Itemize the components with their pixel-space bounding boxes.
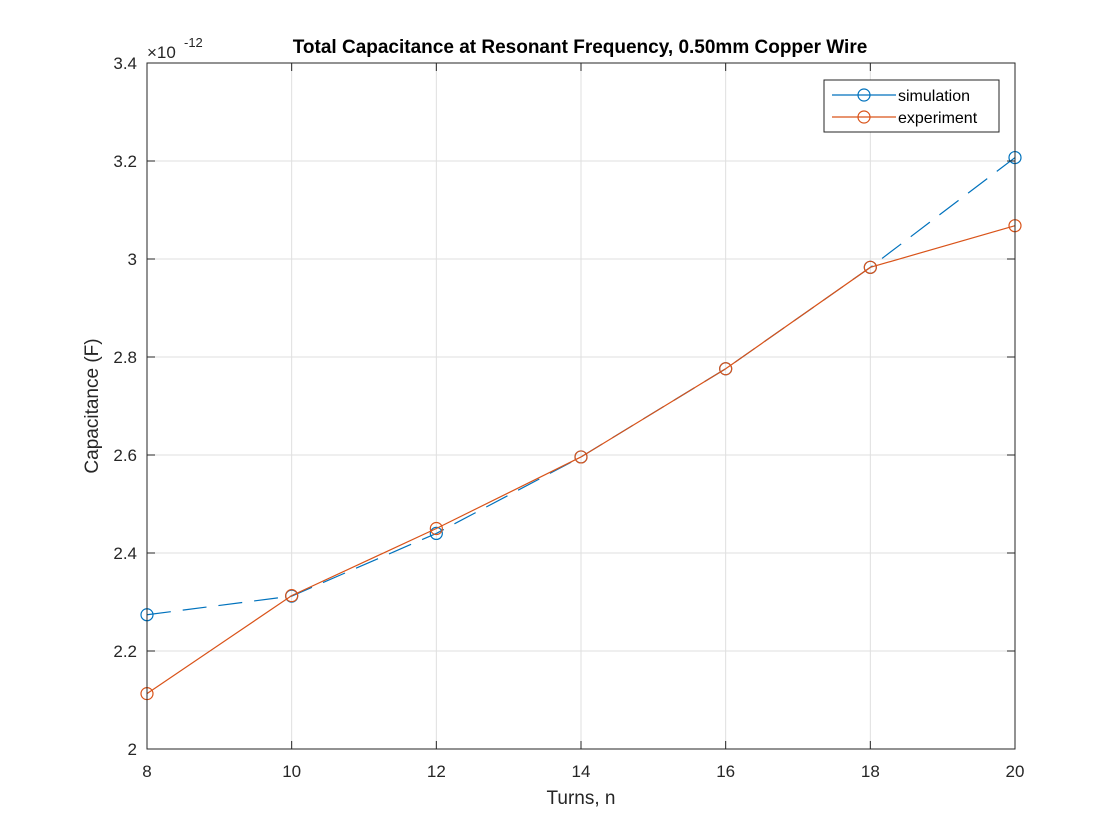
x-tick-label: 12 [427,762,446,781]
y-tick-label: 2.6 [113,446,137,465]
legend-experiment-marker [857,110,871,124]
x-tick-label: 14 [572,762,591,781]
x-tick-label: 10 [282,762,301,781]
y-tick-label: 3.2 [113,152,137,171]
y-tick-label: 2.4 [113,544,137,563]
legend-simulation-label: simulation [898,88,970,105]
x-axis-label: Turns, n [547,788,616,809]
legend-box [823,79,1000,133]
chart-title: Total Capacitance at Resonant Frequency,… [293,37,868,58]
y-exponent-power: -12 [184,35,203,50]
legend-experiment-label: experiment [898,110,978,127]
y-tick-label: 2 [128,740,137,759]
x-tick-label: 16 [716,762,735,781]
y-exponent-base: ×10 [147,43,176,62]
ticks: 8 10 12 14 16 18 20 2 2.2 2.4 2.6 2.8 3 3.2 3.4 [113,54,1024,781]
x-tick-label: 18 [861,762,880,781]
x-tick-label: 20 [1006,762,1025,781]
series-experiment-line [146,225,1016,695]
y-tick-label: 3 [128,250,137,269]
series-experiment-point [719,362,733,376]
series-experiment-point [863,260,877,274]
series-experiment-point [429,521,443,536]
legend: simulation experiment [823,79,1000,133]
y-tick-label: 2.8 [113,348,137,367]
series-experiment-point [285,589,299,603]
y-axis-label: Capacitance (F) [82,338,103,473]
x-tick-label: 8 [142,762,151,781]
y-tick-label: 2.2 [113,642,137,661]
series-experiment-point [574,450,588,464]
series-simulation-point [429,526,443,541]
legend-simulation-marker [857,88,871,102]
y-tick-label: 3.4 [113,54,137,73]
